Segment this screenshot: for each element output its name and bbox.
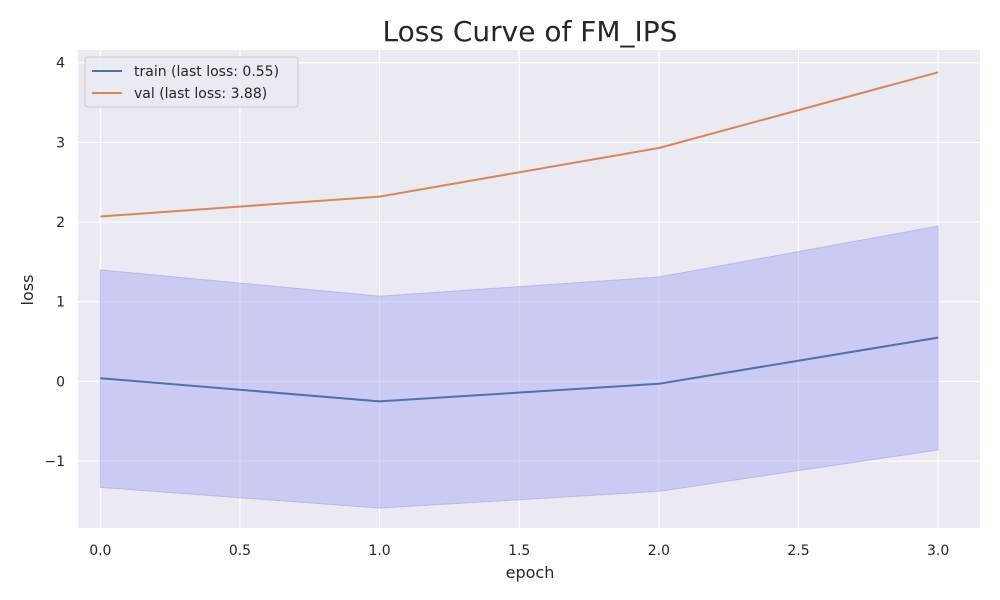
x-tick-label: 0.0 [89, 543, 111, 559]
confidence-bands [99, 225, 939, 509]
x-tick-label: 2.0 [648, 543, 670, 559]
y-tick-labels: −1 0 1 2 3 4 [44, 56, 65, 470]
x-tick-label: 2.5 [787, 543, 809, 559]
x-axis-label: epoch [506, 563, 555, 582]
x-tick-label: 0.5 [229, 543, 251, 559]
series-band-0 [99, 225, 939, 509]
y-tick-label: 3 [56, 135, 65, 151]
y-tick-label: 0 [56, 374, 65, 390]
y-tick-label: −1 [44, 454, 65, 470]
series-line-1 [100, 71, 939, 218]
x-tick-label: 1.5 [508, 543, 530, 559]
series-line-0 [100, 336, 939, 403]
y-tick-label: 1 [56, 295, 65, 311]
plot-area [78, 50, 980, 528]
chart-title: Loss Curve of FM_IPS [383, 15, 678, 48]
legend-label-0: train (last loss: 0.55) [134, 64, 279, 80]
y-tick-label: 2 [56, 215, 65, 231]
x-tick-label: 1.0 [368, 543, 390, 559]
y-tick-label: 4 [56, 56, 65, 72]
y-axis-label: loss [18, 275, 37, 306]
legend-label-1: val (last loss: 3.88) [134, 86, 267, 102]
legend-box [84, 56, 299, 108]
x-tick-labels: 0.0 0.5 1.0 1.5 2.0 2.5 3.0 [89, 543, 949, 559]
legend: train (last loss: 0.55) val (last loss: 3… [84, 56, 299, 108]
series-lines [100, 71, 939, 403]
x-tick-label: 3.0 [927, 543, 949, 559]
